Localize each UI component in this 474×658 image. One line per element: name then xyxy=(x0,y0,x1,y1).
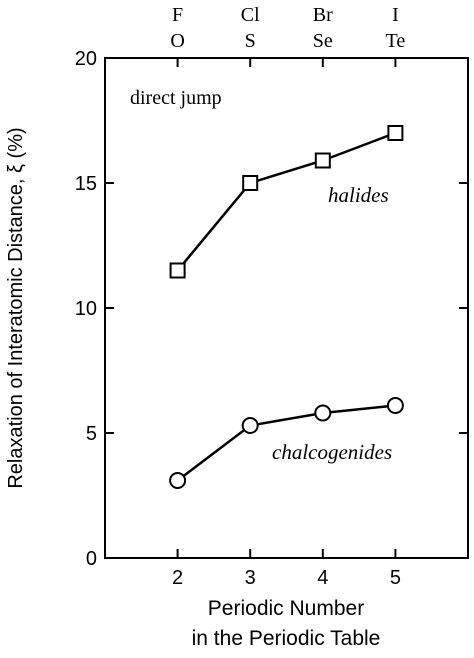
data-point-halides xyxy=(242,175,259,191)
top-label-upper: I xyxy=(392,4,399,26)
y-axis: 0 5 10 15 20 xyxy=(75,48,468,570)
annotation-direct-jump: direct jump xyxy=(130,87,222,109)
top-label-lower: S xyxy=(245,30,256,52)
data-point-chalcogenides xyxy=(386,397,404,414)
y-tick-label: 15 xyxy=(75,173,97,195)
top-label-upper: Cl xyxy=(241,4,260,26)
x-tick-label: 2 xyxy=(172,567,183,589)
top-label-upper: F xyxy=(172,4,183,26)
y-tick-label: 0 xyxy=(86,548,97,570)
series-line-chalcogenides xyxy=(176,404,396,482)
x-tick-label: 4 xyxy=(317,567,328,589)
x-axis-label-line1: Periodic Number xyxy=(208,597,364,620)
data-point-chalcogenides xyxy=(314,404,332,422)
y-tick-label: 5 xyxy=(86,423,97,445)
top-element-labels: FO Cl S Br Se I Te xyxy=(170,4,405,52)
series-markers xyxy=(169,125,404,489)
top-label-lower: O xyxy=(170,30,184,52)
x-axis-label-line2: in the Periodic Table xyxy=(192,627,381,650)
series-lines xyxy=(176,131,396,482)
x-axis: 2 3 4 5 xyxy=(172,58,401,589)
series-label-halides: halides xyxy=(328,183,389,207)
data-point-halides xyxy=(169,262,186,279)
series-label-chalcogenides: chalcogenides xyxy=(272,440,392,464)
data-point-halides xyxy=(314,152,331,169)
top-label-upper: Br xyxy=(313,4,333,26)
y-tick-label: 20 xyxy=(75,48,97,70)
top-label-lower: Te xyxy=(386,30,406,52)
y-tick-label: 10 xyxy=(75,298,97,320)
plot-frame xyxy=(104,57,469,559)
data-point-chalcogenides xyxy=(241,417,259,434)
x-tick-label: 5 xyxy=(390,567,401,589)
y-axis-label: Relaxation of Interatomic Distance, ξ (%… xyxy=(5,127,27,488)
series-line-halides xyxy=(176,131,396,272)
top-label-lower: Se xyxy=(313,30,333,52)
data-point-halides xyxy=(387,125,404,141)
x-tick-label: 3 xyxy=(245,567,256,589)
data-point-chalcogenides xyxy=(169,472,187,489)
